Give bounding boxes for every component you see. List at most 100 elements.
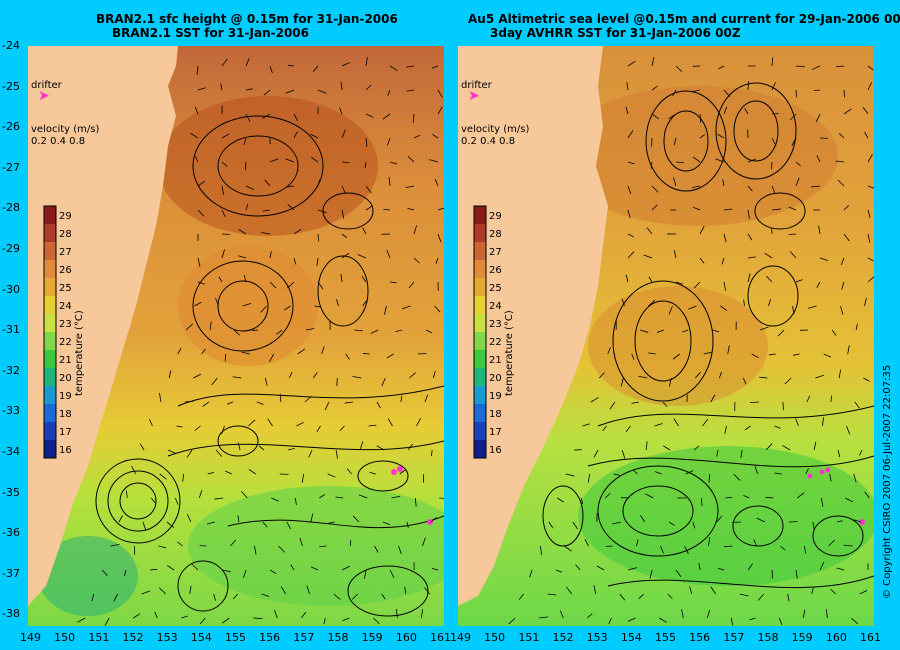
velocity-arrow bbox=[651, 185, 659, 193]
velocity-arrow bbox=[727, 345, 730, 355]
velocity-arrow bbox=[435, 257, 439, 264]
velocity-arrow bbox=[702, 418, 709, 427]
velocity-arrow bbox=[364, 569, 367, 579]
colorbar-swatch bbox=[44, 206, 56, 224]
velocity-arrow bbox=[627, 130, 634, 139]
velocity-arrow bbox=[747, 233, 753, 241]
right-title-line2: 3day AVHRR SST for 31-Jan-2006 00Z bbox=[490, 26, 741, 40]
velocity-arrow bbox=[663, 445, 671, 451]
colorbar-tick-label: 25 bbox=[59, 283, 72, 294]
lon-tick-label-right: 157 bbox=[723, 631, 745, 644]
velocity-arrow bbox=[429, 159, 439, 163]
velocity-arrow bbox=[609, 401, 616, 410]
lat-tick-label: -33 bbox=[2, 404, 20, 418]
velocity-legend-values: 0.2 0.4 0.8 bbox=[31, 136, 85, 147]
velocity-arrow bbox=[199, 617, 206, 625]
velocity-arrow bbox=[312, 372, 318, 379]
velocity-arrow bbox=[158, 545, 167, 549]
velocity-arrow bbox=[723, 233, 727, 243]
colorbar-tick-label: 26 bbox=[489, 265, 502, 276]
colorbar-swatch bbox=[44, 440, 56, 458]
velocity-arrow bbox=[125, 490, 128, 499]
velocity-arrow bbox=[575, 564, 581, 571]
lon-tick-label-left: 150 bbox=[54, 631, 76, 644]
velocity-arrow bbox=[795, 569, 798, 579]
colorbar-swatch bbox=[44, 314, 56, 332]
velocity-arrow bbox=[864, 491, 870, 499]
velocity-arrow bbox=[673, 250, 677, 259]
velocity-arrow bbox=[822, 417, 824, 427]
velocity-arrow bbox=[747, 158, 757, 163]
lon-tick-label-right: 154 bbox=[620, 631, 642, 644]
colorbar-tick-label: 22 bbox=[59, 337, 72, 348]
velocity-arrow bbox=[301, 473, 305, 483]
velocity-arrow bbox=[812, 521, 815, 530]
velocity-arrow bbox=[269, 353, 275, 363]
velocity-arrow bbox=[376, 445, 385, 451]
velocity-arrow bbox=[867, 257, 874, 262]
velocity-arrow bbox=[398, 545, 402, 555]
velocity-arrow bbox=[215, 297, 219, 307]
velocity-arrow bbox=[807, 305, 817, 309]
velocity-arrow bbox=[862, 106, 869, 115]
velocity-arrow bbox=[689, 586, 693, 595]
velocity-arrow bbox=[304, 395, 312, 403]
colorbar-tick-label: 27 bbox=[489, 247, 502, 258]
colorbar-tick-label: 18 bbox=[489, 409, 502, 420]
velocity-arrow bbox=[310, 513, 314, 523]
velocity-arrow bbox=[341, 565, 350, 571]
sea-level-contours bbox=[542, 82, 874, 589]
velocity-arrow bbox=[335, 496, 344, 499]
velocity-arrow bbox=[317, 209, 327, 214]
velocity-arrow bbox=[226, 401, 234, 405]
colorbar-tick-label: 19 bbox=[489, 391, 502, 402]
velocity-arrow bbox=[190, 132, 199, 139]
velocity-arrow bbox=[261, 232, 271, 235]
velocity-arrow bbox=[806, 395, 811, 403]
velocity-arrow bbox=[557, 497, 564, 503]
velocity-arrow bbox=[863, 377, 870, 382]
velocity-arrow bbox=[248, 419, 256, 427]
velocity-arrow bbox=[659, 617, 668, 623]
velocity-arrow bbox=[333, 593, 341, 600]
velocity-arrow bbox=[185, 323, 193, 331]
velocity-arrow bbox=[819, 561, 825, 571]
velocity-arrow bbox=[405, 185, 415, 189]
velocity-arrow bbox=[243, 274, 247, 283]
velocity-arrow bbox=[221, 161, 228, 167]
velocity-arrow bbox=[650, 161, 653, 169]
colorbar-swatch bbox=[474, 440, 486, 458]
velocity-arrow bbox=[771, 185, 776, 194]
velocity-arrow bbox=[245, 204, 249, 211]
velocity-arrow bbox=[184, 400, 194, 403]
lat-tick-label: -30 bbox=[2, 282, 20, 296]
drifter-legend-icon: ➤ bbox=[38, 88, 50, 104]
velocity-arrow bbox=[851, 617, 859, 625]
velocity-arrow bbox=[214, 497, 224, 500]
velocity-arrow bbox=[584, 538, 589, 547]
colorbar-tick-label: 18 bbox=[59, 409, 72, 420]
velocity-arrow bbox=[341, 62, 350, 67]
warm-eddy-mid bbox=[588, 286, 768, 406]
velocity-arrow bbox=[688, 305, 697, 310]
velocity-arrow bbox=[193, 373, 202, 379]
velocity-arrow bbox=[383, 208, 391, 211]
colorbar-swatch bbox=[474, 296, 486, 314]
velocity-arrow bbox=[672, 353, 680, 360]
velocity-arrow bbox=[194, 155, 199, 163]
velocity-arrow bbox=[310, 156, 319, 163]
velocity-arrow bbox=[316, 425, 321, 433]
drifter-tracks bbox=[391, 466, 433, 525]
velocity-arrow bbox=[718, 371, 722, 379]
velocity-arrow bbox=[699, 225, 705, 235]
colorbar-swatch bbox=[44, 350, 56, 368]
velocity-arrow bbox=[232, 376, 242, 379]
velocity-arrow bbox=[159, 393, 162, 403]
velocity-arrow bbox=[685, 470, 694, 475]
velocity-arrow bbox=[867, 65, 874, 71]
velocity-arrow bbox=[836, 65, 845, 68]
velocity-arrow bbox=[201, 348, 206, 355]
velocity-arrow bbox=[110, 543, 120, 547]
velocity-arrow bbox=[813, 441, 817, 451]
velocity-arrow bbox=[222, 569, 231, 573]
